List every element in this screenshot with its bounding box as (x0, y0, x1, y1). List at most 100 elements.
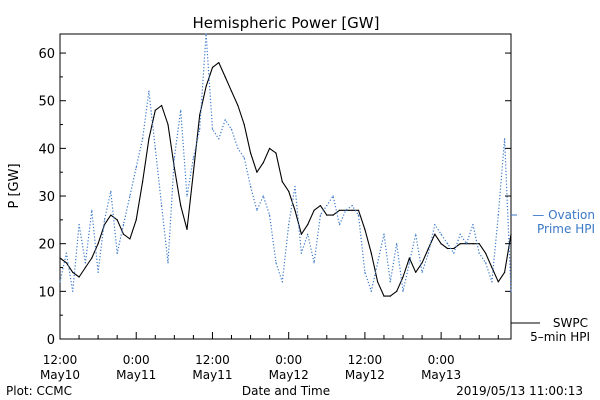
swpc-point (351, 209, 353, 211)
swpc-point (319, 205, 321, 207)
ovation-point (122, 224, 125, 226)
ovation-point (237, 147, 239, 149)
ovation-point (453, 252, 455, 254)
ovation-point (275, 262, 277, 264)
ovation-point (294, 185, 296, 188)
ovation-point (167, 262, 169, 264)
ovation-point (504, 138, 506, 140)
swpc-point (446, 247, 449, 250)
ovation-point (116, 252, 118, 254)
swpc-point (256, 171, 258, 173)
swpc-legend-label-2: 5–min HPI (530, 330, 590, 344)
y-axis: 0 10 20 30 40 50 60 (38, 47, 511, 348)
plot-frame (59, 33, 512, 340)
swpc-point (154, 109, 156, 111)
plot-credit: Plot: CCMC (6, 384, 72, 398)
ovation-point (129, 195, 131, 197)
y-tick-label: 50 (38, 95, 55, 110)
y-tick-label: 60 (38, 47, 55, 62)
x-tick-time-label: 0:00 (275, 353, 302, 367)
ovation-point (313, 262, 315, 264)
ovation-point (180, 109, 182, 111)
swpc-point (65, 262, 67, 264)
ovation-point (211, 128, 214, 130)
swpc-point (110, 214, 112, 216)
ovation-point (78, 224, 80, 226)
y-tick-label: 10 (38, 285, 55, 300)
ovation-legend-label: — Ovation (532, 208, 595, 222)
swpc-point (218, 62, 220, 64)
swpc-point (478, 243, 480, 245)
swpc-point (332, 214, 334, 216)
ovation-point (91, 209, 93, 211)
swpc-point (192, 171, 194, 173)
swpc-point (427, 247, 429, 250)
ovation-point (345, 209, 347, 211)
ovation-point (281, 281, 283, 283)
swpc-point (199, 114, 201, 116)
swpc-point (230, 90, 233, 92)
ovation-point (135, 166, 137, 168)
ovation-point (148, 90, 150, 92)
ovation-point (370, 290, 372, 292)
swpc-point (415, 271, 417, 273)
ovation-point (446, 243, 449, 245)
ovation-point (72, 290, 74, 292)
x-tick-time-label: 12:00 (348, 353, 383, 367)
swpc-point (472, 243, 474, 245)
ovation-point (205, 33, 207, 35)
ovation-point (402, 290, 404, 292)
swpc-point (421, 262, 423, 264)
swpc-point (485, 252, 487, 254)
ovation-point (230, 128, 233, 130)
swpc-point (129, 238, 131, 240)
ovation-point (383, 233, 385, 235)
x-tick-time-label: 0:00 (428, 353, 455, 367)
ovation-point (396, 243, 398, 245)
swpc-point (453, 247, 455, 250)
swpc-point (59, 257, 61, 259)
series-group (59, 33, 512, 297)
ovation-point (485, 262, 487, 264)
ovation-point (262, 195, 264, 197)
ovation-point (84, 262, 86, 264)
ovation-point (142, 138, 144, 140)
swpc-point (377, 281, 379, 283)
swpc-point (97, 243, 99, 245)
x-axis-label: Date and Time (242, 384, 330, 398)
y-axis-label: P [GW] (7, 163, 22, 208)
swpc-point (262, 162, 264, 164)
ovation-point (110, 190, 112, 192)
ovation-point (59, 281, 61, 283)
swpc-point (224, 76, 226, 78)
x-tick-date-label: May12 (269, 368, 309, 382)
ovation-point (408, 262, 410, 264)
swpc-point (211, 66, 214, 68)
x-tick-time-label: 12:00 (43, 353, 78, 367)
ovation-point (338, 224, 341, 226)
ovation-point (491, 281, 493, 283)
ovation-point (154, 147, 156, 149)
ovation-point (97, 271, 99, 273)
ovation-point (434, 224, 436, 226)
ovation-point (332, 195, 334, 197)
y-tick-label: 40 (38, 142, 55, 157)
swpc-point (205, 85, 207, 87)
ovation-point (218, 138, 220, 140)
ovation-point (415, 233, 417, 235)
swpc-point (180, 205, 182, 207)
swpc-point (250, 152, 252, 154)
swpc-point (288, 190, 290, 192)
y-tick-label: 30 (38, 190, 55, 205)
swpc-point (313, 209, 315, 211)
swpc-point (135, 219, 137, 221)
swpc-point (408, 257, 410, 259)
ovation-point (440, 233, 442, 235)
ovation-point (465, 243, 468, 245)
chart-title: Hemispheric Power [GW] (193, 14, 380, 32)
ovation-point (199, 128, 201, 130)
swpc-point (510, 233, 512, 235)
x-axis: 12:00May100:00May1112:00May110:00May1212… (40, 332, 499, 382)
swpc-point (383, 295, 385, 297)
